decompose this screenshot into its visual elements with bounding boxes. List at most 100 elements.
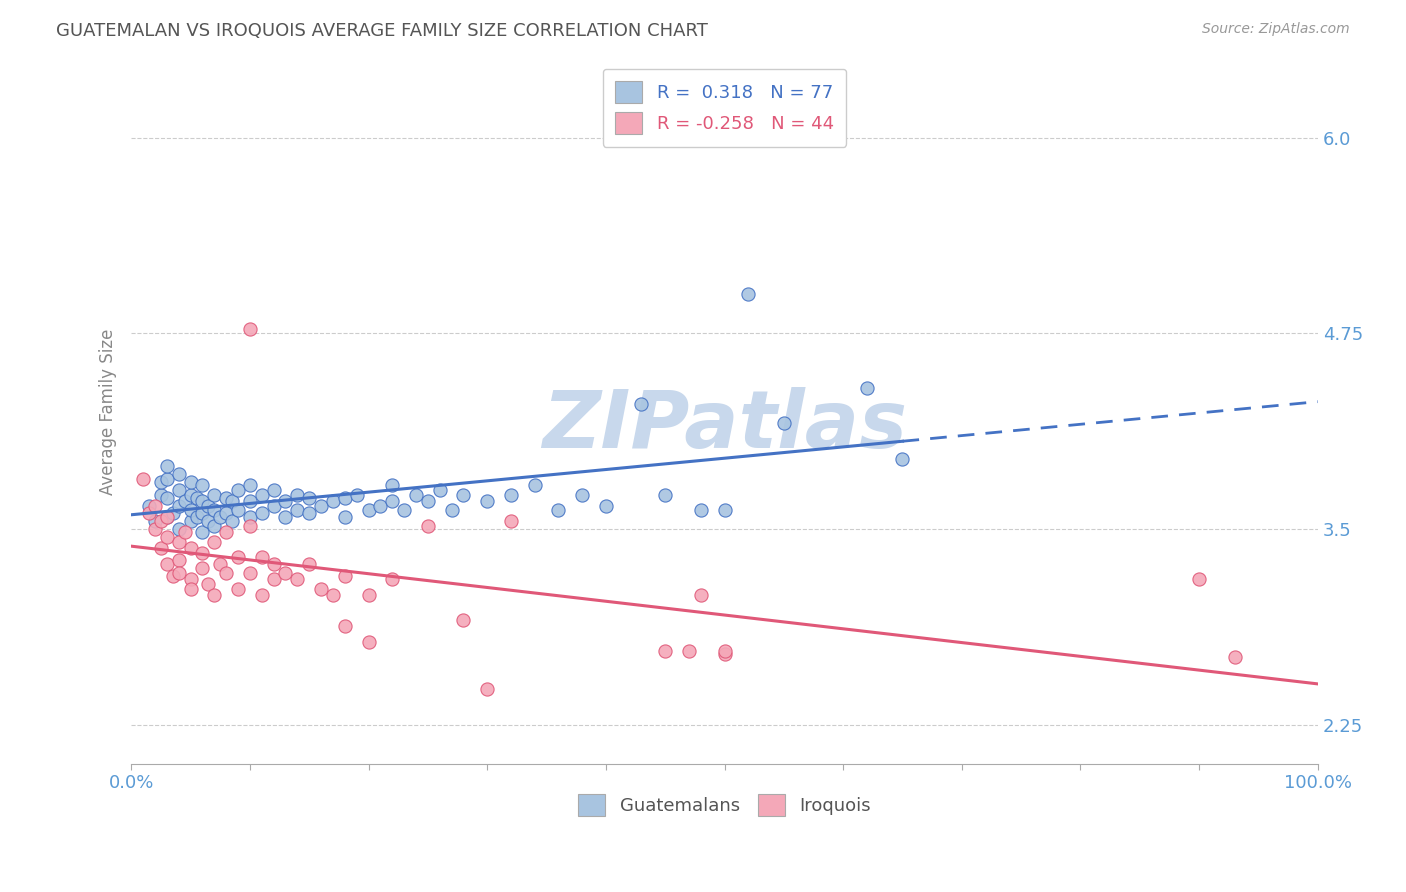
Point xyxy=(239,509,262,524)
Point xyxy=(221,494,243,508)
Point xyxy=(322,588,344,602)
Point xyxy=(856,381,879,395)
Point xyxy=(143,499,166,513)
Point xyxy=(298,557,321,571)
Point xyxy=(180,488,202,502)
Point xyxy=(274,566,297,580)
Point xyxy=(285,488,308,502)
Point xyxy=(453,488,475,502)
Point xyxy=(263,557,285,571)
Point xyxy=(209,557,232,571)
Legend: Guatemalans, Iroquois: Guatemalans, Iroquois xyxy=(569,785,880,825)
Point xyxy=(772,416,794,430)
Point xyxy=(370,499,392,513)
Point xyxy=(713,647,735,661)
Point xyxy=(250,507,273,521)
Y-axis label: Average Family Size: Average Family Size xyxy=(100,328,117,495)
Point xyxy=(429,483,451,497)
Point xyxy=(654,488,676,502)
Point xyxy=(173,525,195,540)
Point xyxy=(221,514,243,528)
Point xyxy=(630,397,652,411)
Point xyxy=(381,572,404,586)
Point xyxy=(263,572,285,586)
Point xyxy=(180,541,202,555)
Point xyxy=(226,582,249,596)
Point xyxy=(654,644,676,658)
Point xyxy=(209,509,232,524)
Point xyxy=(202,588,225,602)
Point xyxy=(239,478,262,492)
Point xyxy=(274,509,297,524)
Point xyxy=(180,572,202,586)
Point xyxy=(689,503,711,517)
Point xyxy=(167,483,190,497)
Point xyxy=(215,525,238,540)
Point xyxy=(138,507,160,521)
Point xyxy=(215,566,238,580)
Point xyxy=(191,478,214,492)
Point xyxy=(392,503,415,517)
Point xyxy=(132,472,155,486)
Point xyxy=(202,534,225,549)
Point xyxy=(167,467,190,482)
Point xyxy=(149,488,172,502)
Point xyxy=(167,534,190,549)
Point xyxy=(226,483,249,497)
Point xyxy=(689,588,711,602)
Point xyxy=(226,550,249,565)
Point xyxy=(333,619,356,633)
Point xyxy=(595,499,617,513)
Point xyxy=(477,494,499,508)
Point xyxy=(215,507,238,521)
Point xyxy=(180,475,202,490)
Point xyxy=(274,494,297,508)
Point xyxy=(191,561,214,575)
Point xyxy=(571,488,593,502)
Point xyxy=(263,499,285,513)
Point xyxy=(180,582,202,596)
Point xyxy=(149,514,172,528)
Point xyxy=(191,525,214,540)
Point xyxy=(202,503,225,517)
Point xyxy=(381,478,404,492)
Point xyxy=(523,478,546,492)
Point xyxy=(1188,572,1211,586)
Point xyxy=(191,545,214,559)
Point xyxy=(215,491,238,505)
Point xyxy=(440,503,463,517)
Point xyxy=(405,488,427,502)
Point xyxy=(138,499,160,513)
Point xyxy=(333,569,356,583)
Point xyxy=(357,503,380,517)
Point xyxy=(186,491,208,505)
Point xyxy=(202,519,225,533)
Point xyxy=(453,613,475,627)
Text: GUATEMALAN VS IROQUOIS AVERAGE FAMILY SIZE CORRELATION CHART: GUATEMALAN VS IROQUOIS AVERAGE FAMILY SI… xyxy=(56,22,709,40)
Point xyxy=(678,644,700,658)
Point xyxy=(322,494,344,508)
Point xyxy=(713,644,735,658)
Point xyxy=(309,499,332,513)
Point xyxy=(333,491,356,505)
Point xyxy=(197,577,219,591)
Point xyxy=(167,499,190,513)
Point xyxy=(357,634,380,648)
Point xyxy=(357,588,380,602)
Point xyxy=(197,499,219,513)
Point xyxy=(149,541,172,555)
Point xyxy=(167,566,190,580)
Point xyxy=(197,514,219,528)
Point xyxy=(239,519,262,533)
Text: ZIPatlas: ZIPatlas xyxy=(541,387,907,465)
Point xyxy=(891,451,914,466)
Point xyxy=(156,557,179,571)
Text: Source: ZipAtlas.com: Source: ZipAtlas.com xyxy=(1202,22,1350,37)
Point xyxy=(416,519,439,533)
Point xyxy=(162,569,184,583)
Point xyxy=(298,507,321,521)
Point xyxy=(156,509,179,524)
Point xyxy=(156,509,179,524)
Point xyxy=(180,514,202,528)
Point xyxy=(156,530,179,544)
